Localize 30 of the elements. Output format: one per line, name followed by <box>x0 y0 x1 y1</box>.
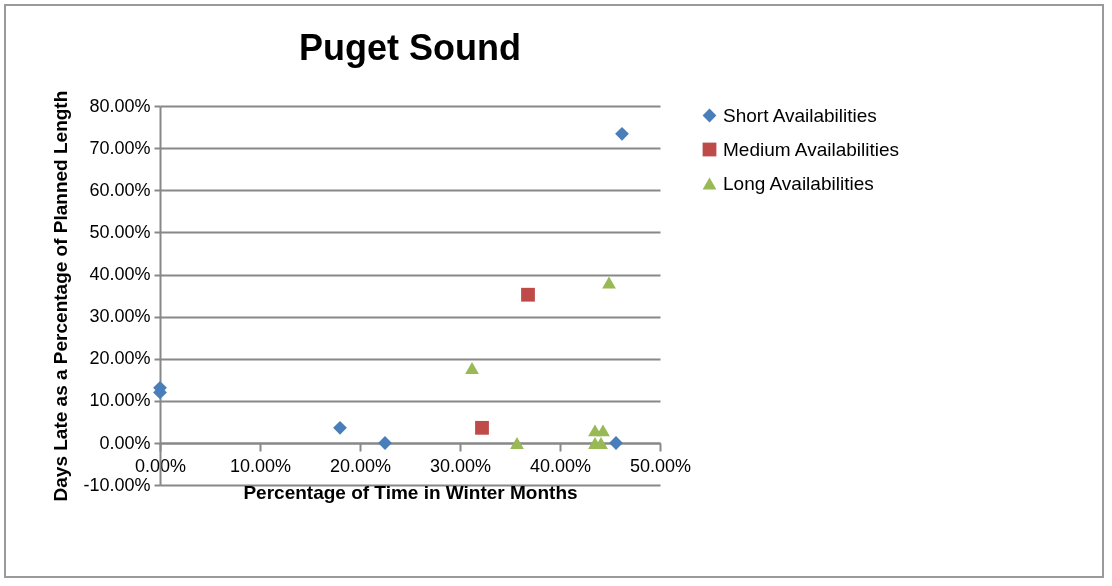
y-tick-label: 60.00% <box>89 179 151 200</box>
x-tick-label: 10.00% <box>229 455 292 476</box>
legend-label: Medium Availabilities <box>723 138 900 160</box>
y-tick-label: 50.00% <box>89 221 151 242</box>
point <box>596 424 610 437</box>
legend-label: Short Availabilities <box>723 104 877 126</box>
chart-title: Puget Sound <box>299 27 521 69</box>
y-tick-label: 40.00% <box>89 264 151 284</box>
point <box>602 276 616 289</box>
x-tick-label: 50.00% <box>629 455 692 476</box>
point <box>465 362 479 374</box>
x-tick-label: 20.00% <box>329 455 392 476</box>
y-tick-label: 70.00% <box>89 137 151 158</box>
y-tick-label: 10.00% <box>89 390 151 411</box>
x-tick-label: 30.00% <box>429 455 492 476</box>
legend-label: Long Availabilities <box>723 172 874 194</box>
y-axis-title: Days Late as a Percentage of Planned Length <box>50 90 72 502</box>
x-tick-label: 40.00% <box>529 455 592 476</box>
y-tick-label: 20.00% <box>89 348 151 369</box>
point <box>521 287 535 302</box>
y-tick-label: 80.00% <box>89 95 151 116</box>
x-axis-title: Percentage of Time in Winter Months <box>243 481 578 503</box>
point <box>510 437 524 449</box>
y-tick-label: 30.00% <box>89 306 151 327</box>
x-tick-label: 0.00% <box>134 455 187 476</box>
y-tick-label: 0.00% <box>99 432 151 453</box>
point <box>333 420 347 435</box>
point <box>475 420 489 435</box>
y-tick-label: -10.00% <box>83 474 151 495</box>
point <box>615 126 629 141</box>
